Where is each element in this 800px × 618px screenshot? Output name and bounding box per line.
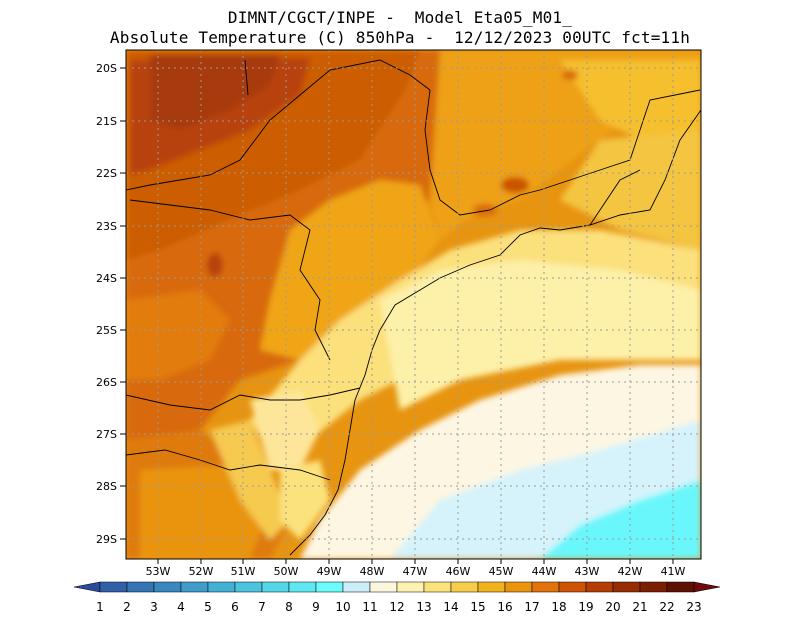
colorbar-label: 5 [204, 600, 212, 614]
colorbar-swatch [558, 581, 587, 593]
colorbar-swatch [153, 581, 182, 593]
lat-label: 29S [96, 533, 117, 546]
colorbar-swatch [531, 581, 560, 593]
colorbar-swatch [639, 581, 668, 593]
axis-ticks [120, 67, 674, 564]
lon-label: 52W [189, 565, 214, 578]
lon-label: 51W [231, 565, 256, 578]
title-line-1: DIMNT/CGCT/INPE - Model Eta05_M01_ [227, 8, 573, 27]
colorbar-label: 13 [416, 600, 431, 614]
colorbar-label: 6 [231, 600, 239, 614]
colorbar-swatch [585, 581, 614, 593]
lon-label: 42W [618, 565, 643, 578]
plot-frame [125, 49, 702, 560]
colorbar-swatch [396, 581, 425, 593]
colorbar-swatch [180, 581, 209, 593]
lat-label: 25S [96, 324, 117, 337]
colorbar-label: 2 [123, 600, 131, 614]
colorbar-label: 11 [362, 600, 377, 614]
lon-label: 53W [146, 565, 171, 578]
colorbar [73, 581, 721, 593]
colorbar-swatch [423, 581, 452, 593]
colorbar-swatch [234, 581, 263, 593]
colorbar-tip-left [73, 581, 101, 593]
colorbar-swatch [207, 581, 236, 593]
colorbar-swatch [99, 581, 128, 593]
colorbar-label: 23 [686, 600, 701, 614]
colorbar-label: 17 [524, 600, 539, 614]
colorbar-label: 12 [389, 600, 404, 614]
lon-label: 47W [403, 565, 428, 578]
colorbar-label: 8 [285, 600, 293, 614]
lon-label: 46W [446, 565, 471, 578]
lat-label: 23S [96, 220, 117, 233]
colorbar-label: 7 [258, 600, 266, 614]
colorbar-swatch [612, 581, 641, 593]
colorbar-swatch [450, 581, 479, 593]
colorbar-swatch [369, 581, 398, 593]
lon-label: 50W [274, 565, 299, 578]
lat-label: 24S [96, 272, 117, 285]
temperature-field [126, 50, 701, 559]
colorbar-swatch [315, 581, 344, 593]
graticule [126, 50, 701, 559]
lat-label: 21S [96, 115, 117, 128]
colorbar-swatch [666, 581, 695, 593]
colorbar-swatch [342, 581, 371, 593]
title-line-2: Absolute Temperature (C) 850hPa - 12/12/… [109, 28, 691, 47]
lat-label: 28S [96, 480, 117, 493]
colorbar-swatch [126, 581, 155, 593]
colorbar-label: 22 [659, 600, 674, 614]
colorbar-label: 21 [632, 600, 647, 614]
colorbar-label: 18 [551, 600, 566, 614]
colorbar-label: 20 [605, 600, 620, 614]
lon-label: 49W [317, 565, 342, 578]
colorbar-label: 1 [96, 600, 104, 614]
colorbar-swatch [288, 581, 317, 593]
lat-label: 20S [96, 62, 117, 75]
lon-label: 44W [532, 565, 557, 578]
colorbar-swatch [477, 581, 506, 593]
lon-label: 48W [360, 565, 385, 578]
lat-label: 27S [96, 428, 117, 441]
lon-label: 45W [489, 565, 514, 578]
lon-label: 43W [575, 565, 600, 578]
colorbar-label: 9 [312, 600, 320, 614]
coastline-borders [126, 59, 701, 556]
colorbar-tip-right [693, 581, 721, 593]
colorbar-label: 15 [470, 600, 485, 614]
colorbar-label: 19 [578, 600, 593, 614]
colorbar-label: 10 [335, 600, 350, 614]
colorbar-swatch [504, 581, 533, 593]
lat-label: 22S [96, 167, 117, 180]
colorbar-label: 3 [150, 600, 158, 614]
lat-label: 26S [96, 376, 117, 389]
colorbar-swatch [261, 581, 290, 593]
colorbar-label: 4 [177, 600, 185, 614]
lon-label: 41W [661, 565, 686, 578]
colorbar-label: 14 [443, 600, 458, 614]
colorbar-label: 16 [497, 600, 512, 614]
